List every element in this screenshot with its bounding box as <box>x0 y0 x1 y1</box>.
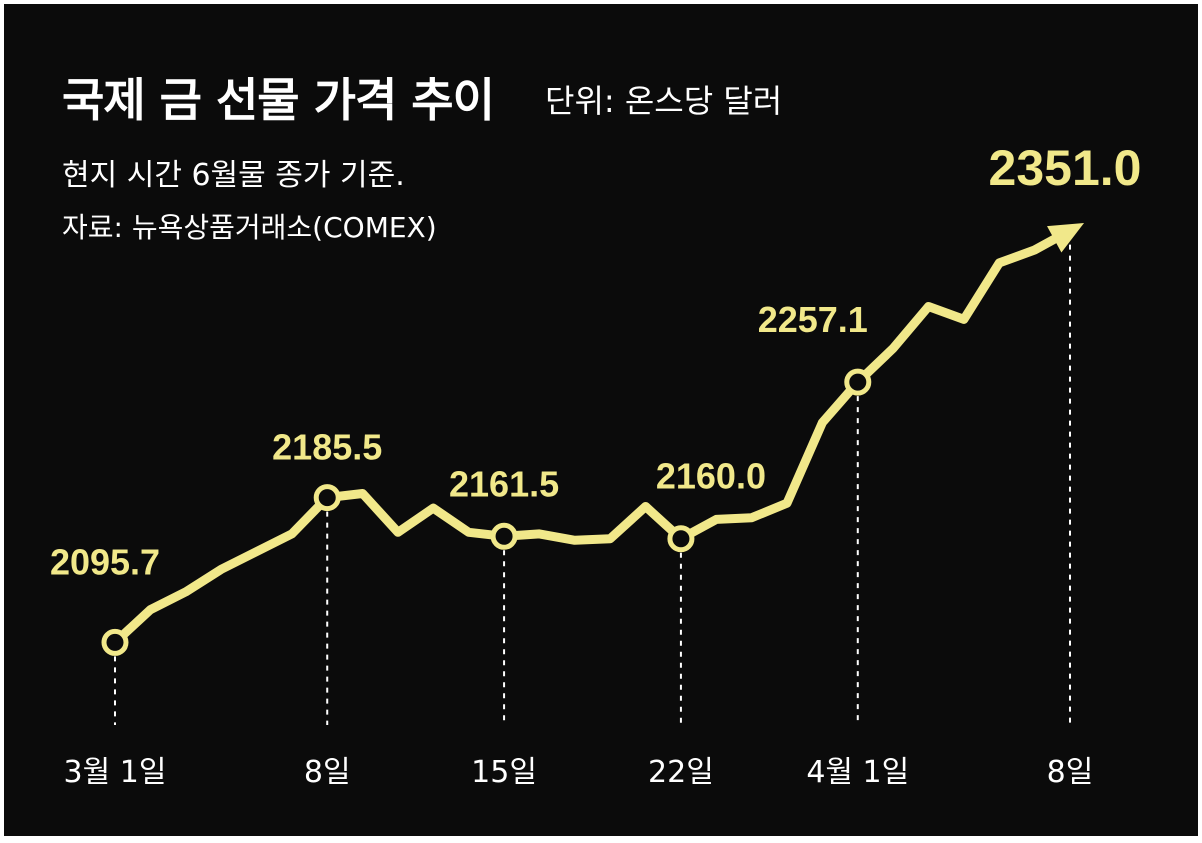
arrow-head <box>1047 222 1085 253</box>
unit-label: 단위: 온스당 달러 <box>545 82 783 120</box>
x-tick-label-5: 8일 <box>1047 755 1094 790</box>
x-tick-label-2: 15일 <box>471 755 537 790</box>
data-label-end: 2351.0 <box>989 140 1142 196</box>
chart-title: 국제 금 선물 가격 추이 <box>62 73 495 127</box>
x-tick-label-4: 4월 1일 <box>806 755 909 790</box>
data-label-4: 2257.1 <box>758 299 868 340</box>
data-point-marker-3 <box>667 525 695 553</box>
chart-background <box>4 4 1198 836</box>
data-label-3: 2160.0 <box>656 456 766 497</box>
data-point-marker-1 <box>313 484 341 512</box>
x-tick-label-3: 22일 <box>648 755 714 790</box>
data-point-marker-2 <box>490 522 518 550</box>
data-point-marker-4 <box>844 368 872 396</box>
data-point-marker-0 <box>101 628 129 656</box>
chart-note: 현지 시간 6월물 종가 기준. <box>62 158 405 193</box>
data-label-2: 2161.5 <box>449 463 559 504</box>
x-tick-label-1: 8일 <box>304 755 351 790</box>
data-label-0: 2095.7 <box>50 541 160 582</box>
x-tick-label-0: 3월 1일 <box>64 755 167 790</box>
data-label-1: 2185.5 <box>272 427 382 468</box>
series-line <box>110 226 1075 647</box>
source-label: 자료: 뉴욕상품거래소(COMEX) <box>62 211 437 244</box>
